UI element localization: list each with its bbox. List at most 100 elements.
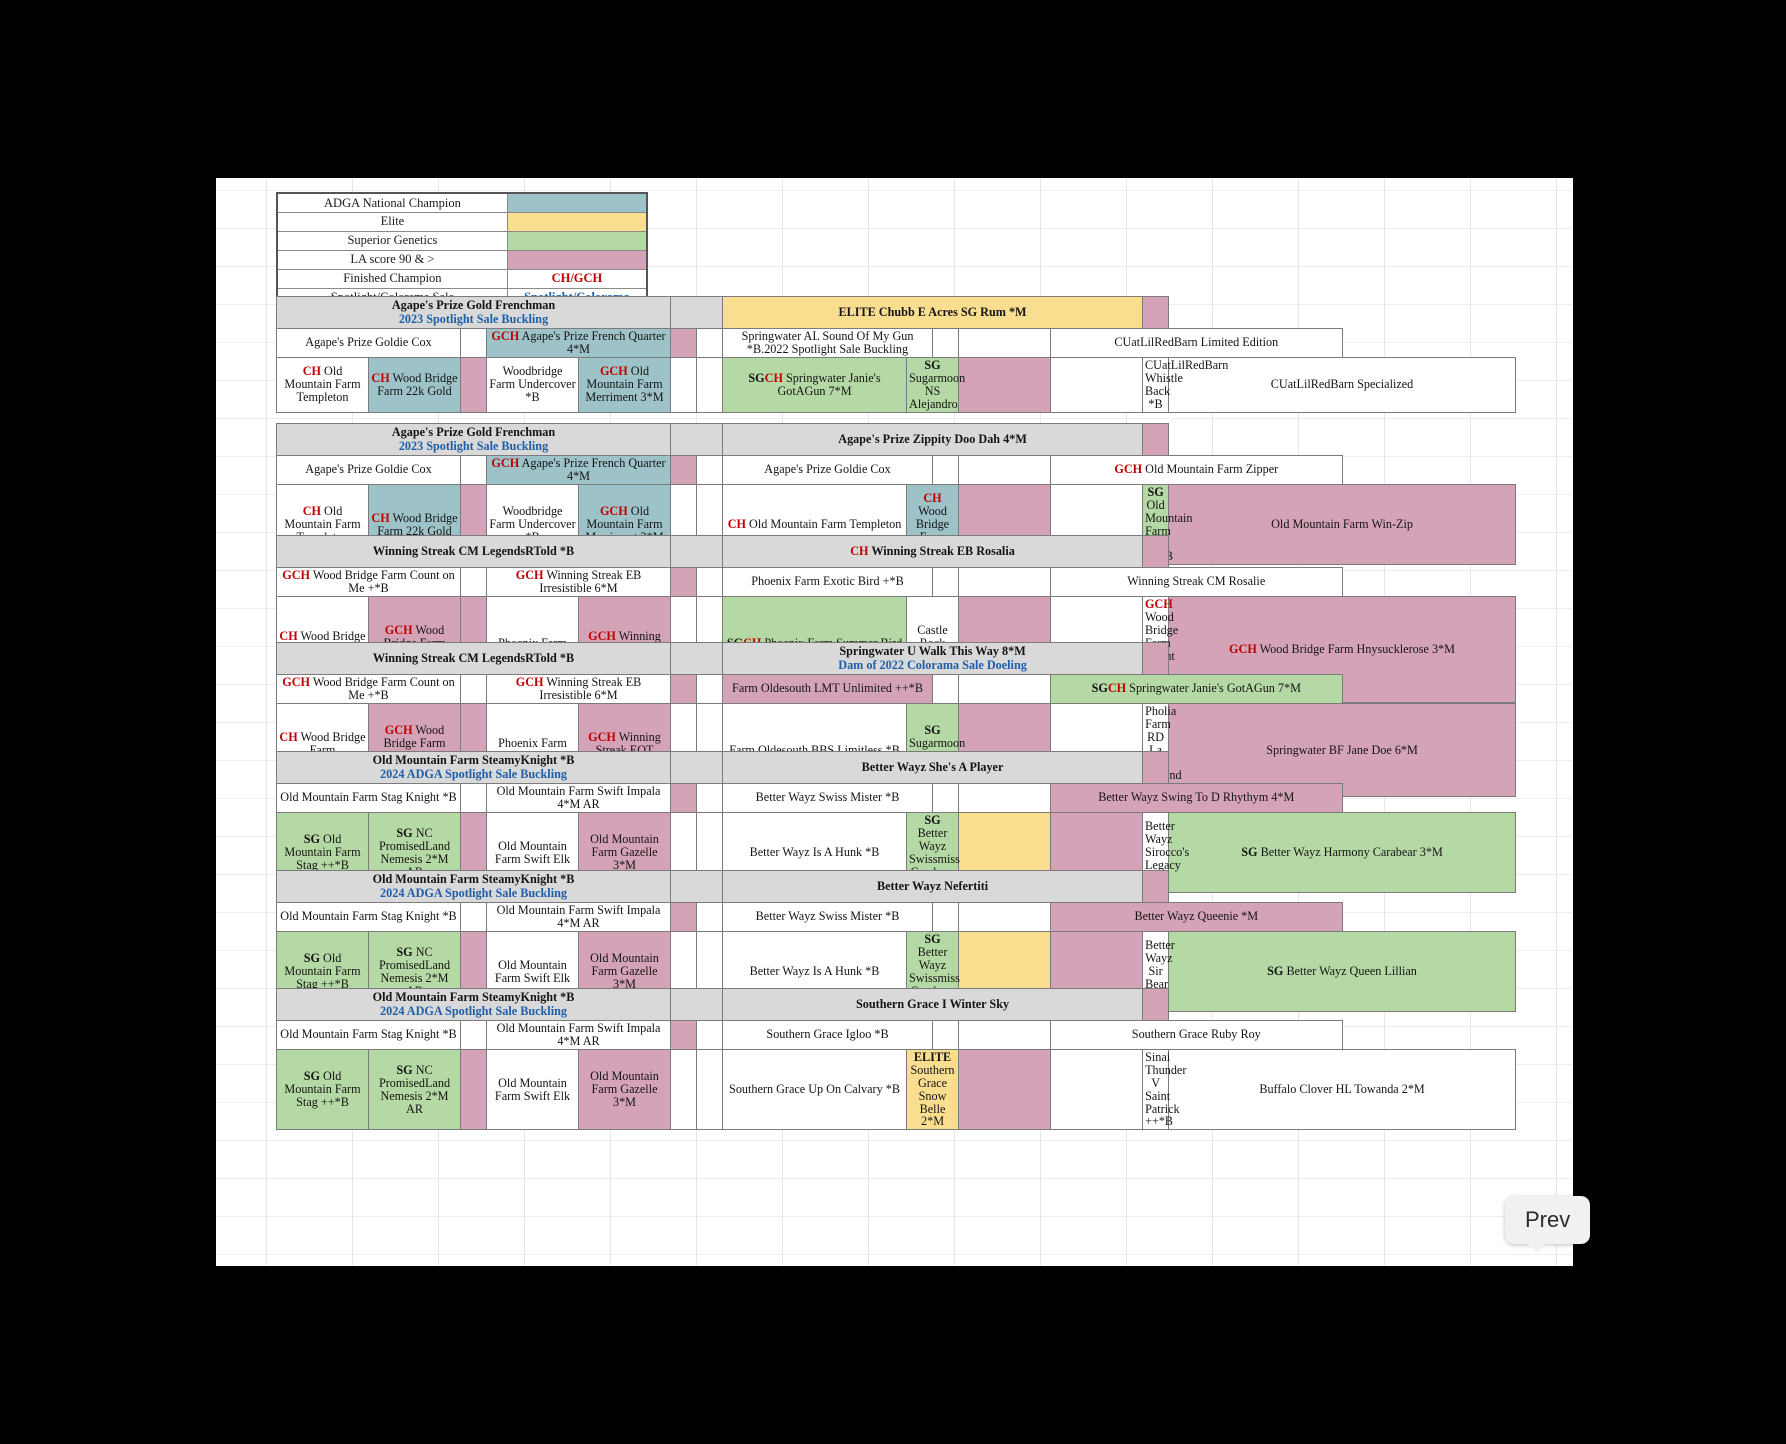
animal-name: Old Mountain Farm Zipper <box>1145 462 1279 477</box>
animal-name: Old Mountain Farm Swift Elk <box>494 838 571 866</box>
pedigree-table: Old Mountain Farm SteamyKnight *B 2024 AD… <box>276 988 1516 1131</box>
title-prefix: SG <box>1241 845 1258 860</box>
generation-3-spacer <box>695 356 724 413</box>
animal-name: Old Mountain Farm Swift Elk <box>494 957 571 985</box>
dam-header-cell: Better Wayz Nefertiti <box>722 870 1144 903</box>
generation-2-spacer <box>932 1020 960 1050</box>
generation-2-spacer <box>932 567 960 597</box>
header-trailing-swatch <box>1142 535 1170 568</box>
generation-2-cell: Better Wayz Swing To D Rhythym 4*M <box>1050 783 1343 813</box>
animal-name: Better Wayz Is A Hunk *B <box>749 845 880 860</box>
generation-2-cell: Southern Grace Ruby Roy <box>1050 1020 1343 1050</box>
animal-name: Better Wayz Queenie *M <box>1134 909 1259 924</box>
title-prefix: CH <box>279 729 298 744</box>
legend-swatch <box>506 211 648 232</box>
title-prefix: SG <box>924 357 941 372</box>
legend-swatch: CH/GCH <box>506 268 648 289</box>
generation-3-cell: SG Better Wayz Harmony Carabear 3*M <box>1168 811 1516 894</box>
legend-row: ADGA National Champion <box>276 192 648 213</box>
generation-3-cell: Old Mountain Farm Win-Zip <box>1168 483 1516 566</box>
animal-name: Old Mountain Farm Stag Knight *B <box>280 790 457 805</box>
animal-name: Better Wayz Is A Hunk *B <box>749 964 880 979</box>
generation-3-spacer <box>670 1048 697 1131</box>
generation-2-spacer <box>460 674 487 704</box>
generation-3-swatch <box>1050 1048 1144 1131</box>
animal-name: Southern Grace Up On Calvary *B <box>729 1082 900 1097</box>
dam-header-cell: CH Winning Streak EB Rosalia <box>722 535 1144 568</box>
dam-name: Better Wayz She's A Player <box>861 760 1004 775</box>
legend-label: Finished Champion <box>276 268 508 289</box>
generation-2-cell: Old Mountain Farm Swift Impala 4*M AR <box>486 783 671 813</box>
generation-2-spacer <box>695 674 724 704</box>
animal-name: Springwater AL Sound Of My Gun *B. <box>741 329 914 356</box>
generation-2-spacer <box>695 1020 724 1050</box>
title-prefix: SG <box>396 825 413 840</box>
sire-name: Old Mountain Farm SteamyKnight *B <box>372 872 575 887</box>
header-trailing-swatch <box>1142 296 1170 329</box>
animal-name: Old Mountain Farm Gazelle 3*M <box>590 951 659 992</box>
legend-row: Finished Champion CH/GCH <box>276 268 648 289</box>
legend-row: Elite <box>276 211 648 232</box>
sire-name: Old Mountain Farm SteamyKnight *B <box>372 753 575 768</box>
dam-name: Southern Grace I Winter Sky <box>856 997 1010 1012</box>
title-prefix: ELITE <box>913 1049 952 1064</box>
dam-subtitle: Dam of 2022 Colorama Sale Doeling <box>838 658 1027 672</box>
title-prefix: GCH <box>1114 462 1143 477</box>
generation-2-cell: Southern Grace Igloo *B <box>722 1020 934 1050</box>
sire-subtitle: 2024 ADGA Spotlight Sale Buckling <box>380 767 567 781</box>
sire-subtitle: 2023 Spotlight Sale Buckling <box>398 439 549 453</box>
title-prefix: GCH <box>515 675 544 689</box>
sire-subtitle: 2024 ADGA Spotlight Sale Buckling <box>380 1004 567 1018</box>
generation-2-row: Agape's Prize Goldie Cox GCH Agape's Pri… <box>276 455 1516 485</box>
generation-2-swatch <box>670 1020 697 1050</box>
generation-2-cell: Agape's Prize Goldie Cox <box>722 455 934 485</box>
generation-3-cell: CUatLilRedBarn Whistle Back *B <box>1142 356 1228 413</box>
sire-header-cell: Winning Streak CM LegendsRTold *B <box>276 642 671 675</box>
title-prefix: CH <box>302 364 321 379</box>
generation-2-spacer <box>460 455 487 485</box>
header-trailing-swatch <box>1142 642 1170 675</box>
animal-name: Winning Streak CM Rosalie <box>1127 574 1266 589</box>
legend-label: Elite <box>276 211 508 232</box>
generation-2-cell: Better Wayz Queenie *M <box>1050 902 1343 932</box>
header-trailing-swatch <box>1142 751 1170 784</box>
generation-1-row: Old Mountain Farm SteamyKnight *B 2024 AD… <box>276 870 1516 903</box>
animal-name: CUatLilRedBarn Specialized <box>1270 377 1414 392</box>
generation-1-row: Old Mountain Farm SteamyKnight *B 2024 AD… <box>276 751 1516 784</box>
generation-3-cell: SG Old Mountain Farm Stag ++*B <box>276 1048 369 1131</box>
pedigree-block: Agape's Prize Gold Frenchman 2023 Spotlig… <box>276 296 1516 413</box>
header-spacer <box>669 296 724 329</box>
generation-3-cell: CH Old Mountain Farm Templeton <box>276 356 369 413</box>
generation-1-row: Agape's Prize Gold Frenchman 2023 Spotlig… <box>276 423 1516 456</box>
sire-name: Winning Streak CM LegendsRTold *B <box>372 544 575 559</box>
generation-3-swatch <box>1050 356 1144 413</box>
animal-name: Old Mountain Farm Stag ++*B <box>284 951 361 992</box>
title-prefix: GCH <box>282 675 311 689</box>
legend-label: ADGA National Champion <box>276 192 508 213</box>
header-spacer <box>669 642 724 675</box>
generation-1-row: Winning Streak CM LegendsRTold *B CH Win… <box>276 535 1516 568</box>
title-prefix: GCH <box>491 329 520 343</box>
sire-name: Winning Streak CM LegendsRTold *B <box>372 651 575 666</box>
title-prefix: SG <box>924 812 941 827</box>
animal-name: Old Mountain Farm Gazelle 3*M <box>590 1069 659 1110</box>
preview-tooltip[interactable]: Prev <box>1505 1196 1591 1253</box>
dam-name: Better Wayz Nefertiti <box>876 879 989 894</box>
animal-name: Agape's Prize Goldie Cox <box>305 462 432 477</box>
animal-name: Phoenix Farm Exotic Bird +*B <box>751 574 904 589</box>
animal-name: Wood Bridge Farm 22k Gold <box>377 370 458 398</box>
title-prefix: SG <box>1147 484 1164 499</box>
generation-2-swatch <box>670 455 697 485</box>
legend-swatch <box>506 230 648 251</box>
sire-header-cell: Agape's Prize Gold Frenchman 2023 Spotlig… <box>276 296 671 329</box>
animal-name: Old Mountain Farm Templeton <box>284 364 361 405</box>
animal-name: Better Wayz Harmony Carabear 3*M <box>1260 845 1443 860</box>
title-prefix: CH <box>923 491 942 506</box>
generation-3-cell: Old Mountain Farm Swift Elk <box>486 1048 579 1131</box>
dam-header-cell: Agape's Prize Zippity Doo Dah 4*M <box>722 423 1144 456</box>
title-prefix: GCH <box>384 723 413 738</box>
generation-2-cell: Better Wayz Swiss Mister *B <box>722 902 934 932</box>
animal-name: NC PromisedLand Nemesis 2*M AR <box>378 1062 451 1116</box>
generation-2-row: Old Mountain Farm Stag Knight *B Old Mou… <box>276 1020 1516 1050</box>
